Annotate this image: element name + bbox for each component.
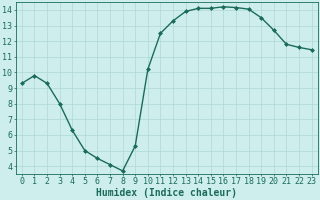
X-axis label: Humidex (Indice chaleur): Humidex (Indice chaleur)	[96, 188, 237, 198]
